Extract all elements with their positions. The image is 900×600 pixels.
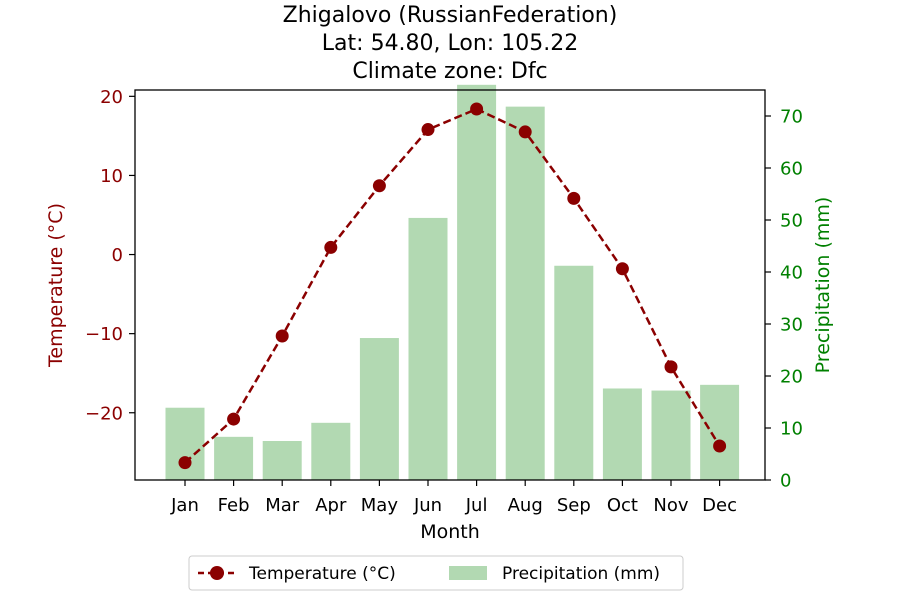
x-axis-ticks: Jan Feb Mar Apr May Jun Jul Aug Sep Oct Nov Dec bbox=[170, 480, 737, 516]
plot-frame bbox=[134, 89, 766, 481]
left-tick-label: 10 bbox=[100, 166, 123, 187]
left-axis-ticks: −20 −10 0 10 20 bbox=[85, 87, 135, 424]
left-tick-label: 20 bbox=[100, 87, 123, 108]
plot-axes bbox=[134, 89, 766, 481]
right-tick-label: 0 bbox=[780, 471, 791, 492]
x-tick-label: May bbox=[361, 495, 399, 516]
precipitation-bar-mar bbox=[262, 441, 302, 480]
chart-title-line-2: Lat: 54.80, Lon: 105.22 bbox=[322, 31, 578, 56]
x-tick-label: Dec bbox=[702, 495, 737, 516]
right-tick-label: 70 bbox=[780, 107, 803, 128]
temperature-series bbox=[178, 102, 727, 470]
right-tick-label: 40 bbox=[780, 263, 803, 284]
precipitation-bar-dec bbox=[700, 384, 740, 480]
legend-precipitation-swatch-icon bbox=[449, 566, 487, 580]
x-tick-label: Nov bbox=[653, 495, 688, 516]
temperature-point-dec bbox=[713, 439, 727, 453]
left-tick-label: −20 bbox=[85, 403, 123, 424]
x-tick-label: Mar bbox=[265, 495, 300, 516]
legend-box bbox=[188, 555, 684, 591]
x-tick-label: Jul bbox=[465, 495, 488, 516]
temperature-point-jan bbox=[178, 456, 192, 470]
temperature-point-may bbox=[372, 179, 386, 193]
x-tick-label: Oct bbox=[607, 495, 638, 516]
temperature-line bbox=[184, 107, 721, 464]
precipitation-bar-apr bbox=[311, 422, 351, 480]
x-tick-label: Aug bbox=[508, 495, 543, 516]
right-tick-label: 50 bbox=[780, 211, 803, 232]
x-tick-label: Jan bbox=[170, 495, 199, 516]
right-tick-label: 30 bbox=[780, 315, 803, 336]
precipitation-bar-aug bbox=[505, 106, 545, 480]
precipitation-bar-oct bbox=[602, 388, 642, 480]
temperature-point-nov bbox=[664, 360, 678, 374]
legend: Temperature (°C) Precipitation (mm) bbox=[188, 555, 684, 591]
legend-temperature-label: Temperature (°C) bbox=[248, 564, 396, 584]
precipitation-bar-may bbox=[359, 338, 399, 480]
left-axis-label: Temperature (°C) bbox=[45, 203, 67, 368]
chart-title: Zhigalovo (RussianFederation) Lat: 54.80… bbox=[283, 3, 618, 84]
temperature-point-jun bbox=[421, 123, 435, 137]
precipitation-bar-jan bbox=[165, 407, 205, 480]
legend-temperature-marker-icon bbox=[210, 566, 224, 580]
chart-title-line-3: Climate zone: Dfc bbox=[352, 59, 547, 84]
right-tick-label: 60 bbox=[780, 159, 803, 180]
left-tick-label: 0 bbox=[112, 245, 123, 266]
precipitation-bar-jul bbox=[457, 84, 497, 481]
temperature-point-sep bbox=[567, 191, 581, 205]
right-tick-label: 20 bbox=[780, 367, 803, 388]
x-tick-label: Jun bbox=[413, 495, 442, 516]
x-tick-label: Apr bbox=[315, 495, 347, 516]
temperature-point-mar bbox=[275, 329, 289, 343]
temperature-point-apr bbox=[324, 240, 338, 254]
left-tick-label: −10 bbox=[85, 324, 123, 345]
temperature-point-oct bbox=[615, 262, 629, 276]
x-tick-label: Sep bbox=[557, 495, 591, 516]
precipitation-bar-sep bbox=[554, 265, 594, 480]
x-tick-label: Feb bbox=[218, 495, 250, 516]
right-tick-label: 10 bbox=[780, 419, 803, 440]
precipitation-bar-jun bbox=[408, 217, 448, 481]
temperature-point-aug bbox=[518, 125, 532, 139]
temperature-point-jul bbox=[470, 102, 484, 116]
right-axis-ticks: 0 10 20 30 40 50 60 70 bbox=[765, 107, 803, 492]
right-axis-label: Precipitation (mm) bbox=[812, 197, 834, 374]
precipitation-bar-nov bbox=[651, 390, 691, 480]
precipitation-bar-feb bbox=[214, 436, 254, 480]
temperature-point-feb bbox=[227, 412, 241, 426]
legend-precipitation-label: Precipitation (mm) bbox=[502, 564, 660, 584]
x-axis-label: Month bbox=[420, 521, 480, 543]
chart-title-line-1: Zhigalovo (RussianFederation) bbox=[283, 3, 618, 28]
precipitation-bars bbox=[165, 84, 740, 481]
